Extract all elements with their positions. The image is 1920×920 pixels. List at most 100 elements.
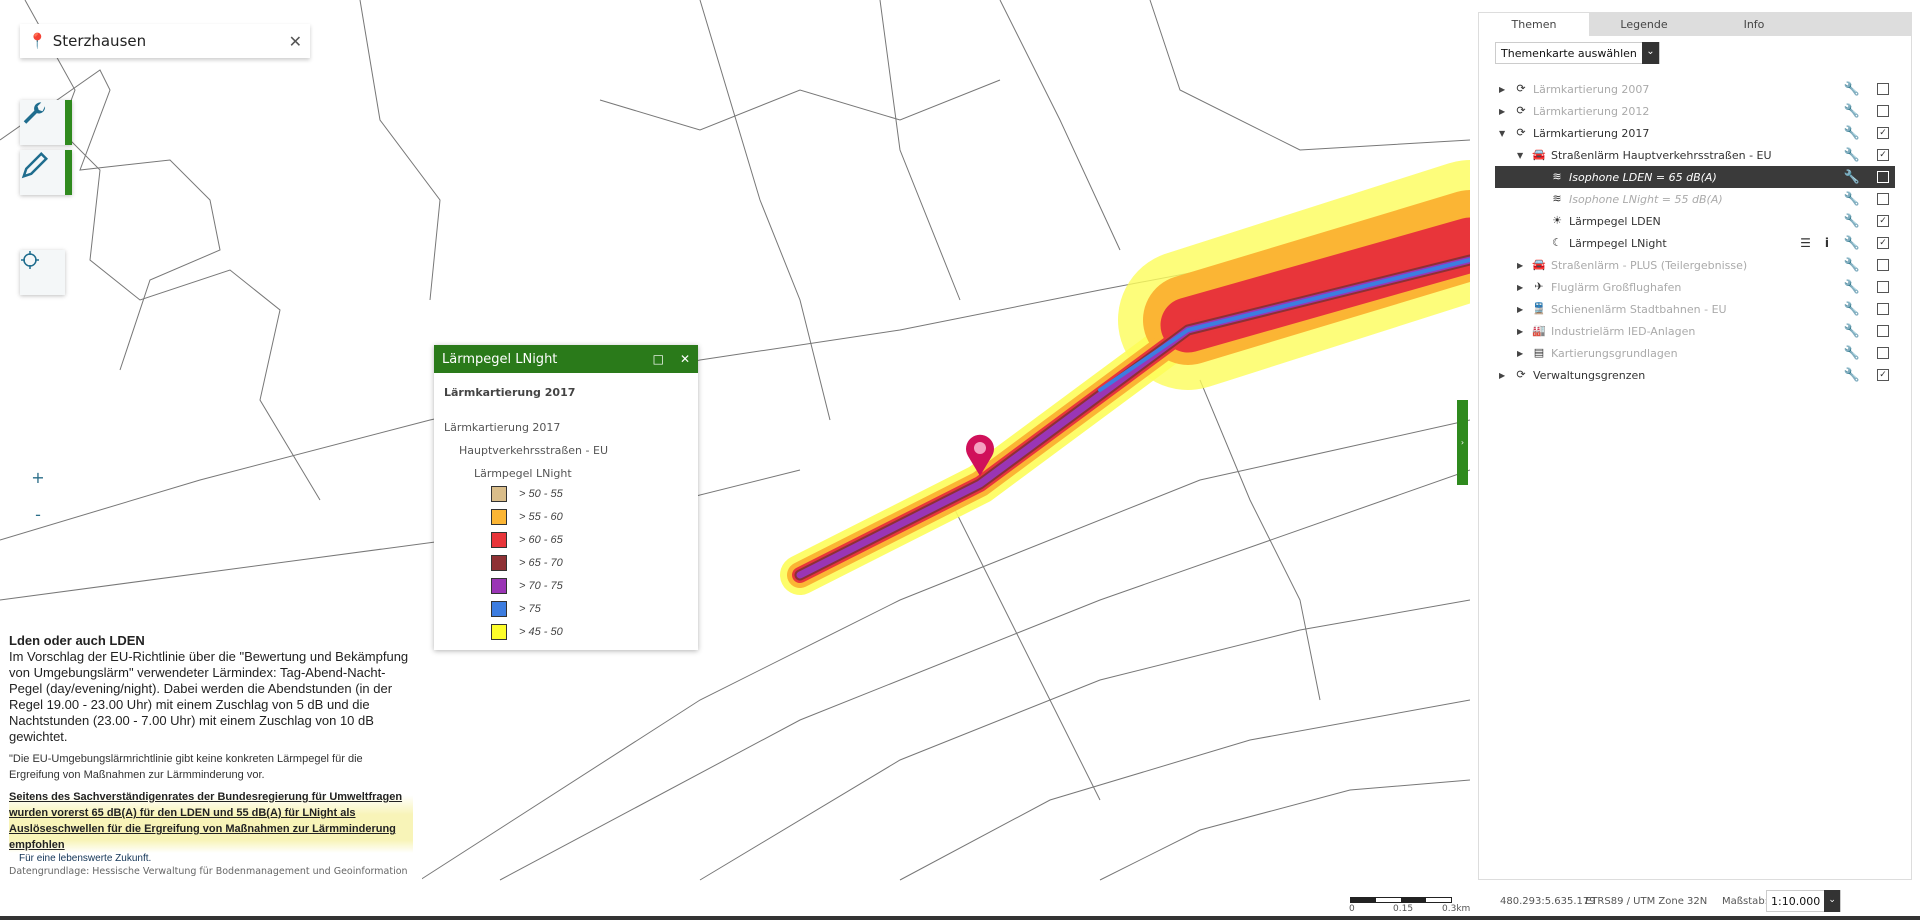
status-bar: 0 0.15 0.3km 480.293:5.635.179 ETRS89 / … bbox=[0, 885, 1920, 920]
legend-path-0: Lärmkartierung 2017 bbox=[444, 421, 561, 434]
note-highlight: Seitens des Sachverständigenrates der Bu… bbox=[9, 789, 413, 853]
wrench-icon[interactable]: 🔧 bbox=[1843, 103, 1861, 119]
wrench-icon[interactable]: 🔧 bbox=[1843, 257, 1861, 273]
layer-item[interactable]: ▶ ✈ Fluglärm Großflughafen 🔧 bbox=[1495, 276, 1895, 298]
layers-icon: ≋ bbox=[1552, 192, 1562, 205]
layer-item[interactable]: ▶ ⟳ Lärmkartierung 2007 🔧 bbox=[1495, 78, 1895, 100]
close-icon[interactable]: ✕ bbox=[679, 352, 690, 366]
wrench-icon[interactable]: 🔧 bbox=[1843, 279, 1861, 295]
layer-checkbox[interactable] bbox=[1877, 281, 1889, 293]
legend-swatch bbox=[491, 508, 507, 525]
layer-label: Lärmpegel LNight bbox=[1569, 236, 1667, 250]
wrench-icon[interactable]: 🔧 bbox=[1843, 367, 1861, 383]
layer-checkbox[interactable]: ✓ bbox=[1877, 215, 1889, 227]
theme-map-select[interactable]: Themenkarte auswählen ⌄ bbox=[1495, 42, 1660, 64]
panel-collapse-tab[interactable]: › bbox=[1457, 400, 1468, 485]
maximize-icon[interactable]: □ bbox=[652, 352, 664, 366]
legend-list-icon[interactable]: ☰ bbox=[1800, 236, 1811, 250]
layer-checkbox[interactable]: ✓ bbox=[1877, 127, 1889, 139]
refresh-icon: ⟳ bbox=[1516, 126, 1526, 139]
layer-label: Straßenlärm - PLUS (Teilergebnisse) bbox=[1551, 258, 1748, 272]
layer-checkbox[interactable] bbox=[1877, 105, 1889, 117]
tab-info[interactable]: Info bbox=[1743, 18, 1765, 31]
bottom-border bbox=[0, 916, 1920, 920]
wrench-icon[interactable]: 🔧 bbox=[1843, 235, 1861, 251]
layer-label: Kartierungsgrundlagen bbox=[1551, 346, 1678, 360]
caret-right-icon[interactable]: ▶ bbox=[1499, 106, 1506, 116]
zoom-in-button[interactable]: + bbox=[31, 468, 45, 487]
tab-themen[interactable]: Themen bbox=[1479, 13, 1589, 36]
legend-path-2: Lärmpegel LNight bbox=[474, 467, 572, 480]
car-icon: 🚘 bbox=[1532, 258, 1546, 271]
draw-button[interactable] bbox=[20, 150, 72, 195]
caret-right-icon[interactable]: ▶ bbox=[1517, 282, 1524, 292]
wrench-icon[interactable]: 🔧 bbox=[1843, 147, 1861, 163]
caret-right-icon[interactable]: ▶ bbox=[1517, 260, 1524, 270]
layer-item[interactable]: ▶ 🏭 Industrielärm IED-Anlagen 🔧 bbox=[1495, 320, 1895, 342]
legend-swatch bbox=[491, 554, 507, 571]
popup-header[interactable]: Lärmpegel LNight □ ✕ bbox=[434, 345, 698, 373]
layer-checkbox[interactable] bbox=[1877, 259, 1889, 271]
legend-item: > 50 - 55 bbox=[491, 482, 688, 505]
caret-down-icon[interactable]: ▼ bbox=[1499, 128, 1506, 138]
legend-path-1: Hauptverkehrsstraßen - EU bbox=[459, 444, 608, 457]
layer-checkbox[interactable]: ✓ bbox=[1877, 149, 1889, 161]
legend-swatch bbox=[491, 623, 507, 640]
layer-checkbox[interactable] bbox=[1877, 193, 1889, 205]
layer-item[interactable]: ▼ ⟳ Lärmkartierung 2017 🔧 ✓ bbox=[1495, 122, 1895, 144]
wrench-icon[interactable]: 🔧 bbox=[1843, 345, 1861, 361]
layer-checkbox[interactable] bbox=[1877, 303, 1889, 315]
side-panel: Themen Legende Info Themenkarte auswähle… bbox=[1478, 12, 1912, 880]
info-icon[interactable]: i bbox=[1824, 236, 1829, 250]
layer-item[interactable]: ▶ 🚆 Schienenlärm Stadtbahnen - EU 🔧 bbox=[1495, 298, 1895, 320]
close-icon[interactable]: ✕ bbox=[288, 31, 302, 51]
layer-item[interactable]: ≋ Isophone LNight = 55 dB(A) 🔧 bbox=[1495, 188, 1895, 210]
wrench-icon[interactable]: 🔧 bbox=[1843, 169, 1861, 185]
wrench-icon[interactable]: 🔧 bbox=[1843, 323, 1861, 339]
search-box[interactable]: 📍 Sterzhausen ✕ bbox=[20, 24, 310, 58]
locate-button[interactable] bbox=[20, 250, 65, 295]
location-marker bbox=[966, 434, 994, 476]
plane-icon: ✈ bbox=[1534, 280, 1544, 293]
legend-swatch bbox=[491, 485, 507, 502]
caret-right-icon[interactable]: ▶ bbox=[1517, 304, 1524, 314]
layer-item[interactable]: ▶ ⟳ Lärmkartierung 2012 🔧 bbox=[1495, 100, 1895, 122]
layer-item[interactable]: ▶ ⟳ Verwaltungsgrenzen 🔧 ✓ bbox=[1495, 364, 1895, 386]
layer-item[interactable]: ▶ ▤ Kartierungsgrundlagen 🔧 bbox=[1495, 342, 1895, 364]
scale-select[interactable]: 1:10.000 ⌄ bbox=[1766, 890, 1842, 912]
layer-item[interactable]: ☀ Lärmpegel LDEN 🔧 ✓ bbox=[1495, 210, 1895, 232]
caret-right-icon[interactable]: ▶ bbox=[1517, 326, 1524, 336]
layer-checkbox[interactable] bbox=[1877, 171, 1889, 183]
layer-item[interactable]: ☾ Lärmpegel LNight ☰ i 🔧 ✓ bbox=[1495, 232, 1895, 254]
expand-tab[interactable] bbox=[65, 150, 72, 195]
layer-label: Fluglärm Großflughafen bbox=[1551, 280, 1682, 294]
wrench-icon[interactable]: 🔧 bbox=[1843, 213, 1861, 229]
expand-tab[interactable] bbox=[65, 100, 72, 145]
caret-right-icon[interactable]: ▶ bbox=[1499, 84, 1506, 94]
layer-label: Industrielärm IED-Anlagen bbox=[1551, 324, 1696, 338]
wrench-icon[interactable]: 🔧 bbox=[1843, 301, 1861, 317]
legend-label: > 50 - 55 bbox=[519, 487, 563, 500]
info-note: Lden oder auch LDEN Im Vorschlag der EU-… bbox=[0, 627, 422, 882]
layer-label: Straßenlärm Hauptverkehrsstraßen - EU bbox=[1551, 148, 1772, 162]
caret-right-icon[interactable]: ▶ bbox=[1499, 370, 1506, 380]
tools-button[interactable] bbox=[20, 100, 72, 145]
layer-checkbox[interactable]: ✓ bbox=[1877, 369, 1889, 381]
zoom-out-button[interactable]: - bbox=[35, 505, 41, 524]
wrench-icon[interactable]: 🔧 bbox=[1843, 191, 1861, 207]
wrench-icon[interactable]: 🔧 bbox=[1843, 81, 1861, 97]
layer-checkbox[interactable] bbox=[1877, 325, 1889, 337]
legend-item: > 70 - 75 bbox=[491, 574, 688, 597]
layer-checkbox[interactable]: ✓ bbox=[1877, 237, 1889, 249]
note-slogan: Für eine lebenswerte Zukunft. bbox=[19, 853, 152, 864]
layer-item[interactable]: ▼ 🚘 Straßenlärm Hauptverkehrsstraßen - EU 🔧… bbox=[1495, 144, 1895, 166]
layer-checkbox[interactable] bbox=[1877, 347, 1889, 359]
layer-item[interactable]: ▶ 🚘 Straßenlärm - PLUS (Teilergebnisse) 🔧 bbox=[1495, 254, 1895, 276]
caret-down-icon[interactable]: ▼ bbox=[1517, 150, 1524, 160]
tab-legende[interactable]: Legende bbox=[1620, 18, 1668, 31]
layer-checkbox[interactable] bbox=[1877, 83, 1889, 95]
layer-item[interactable]: ≋ Isophone LDEN = 65 dB(A) 🔧 bbox=[1495, 166, 1895, 188]
search-input[interactable]: Sterzhausen bbox=[52, 32, 147, 50]
wrench-icon[interactable]: 🔧 bbox=[1843, 125, 1861, 141]
caret-right-icon[interactable]: ▶ bbox=[1517, 348, 1524, 358]
